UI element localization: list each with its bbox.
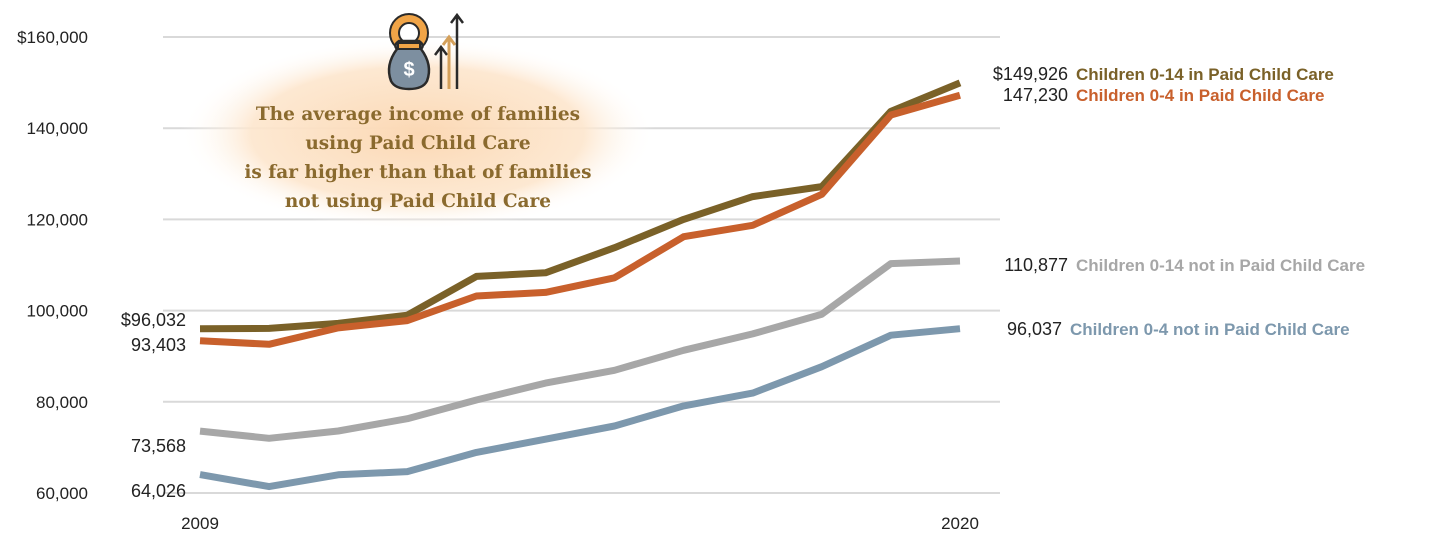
- series-line-3: [199, 257, 961, 442]
- y-tick-label: 80,000: [36, 393, 88, 412]
- y-axis-ticks: $160,000 140,000 120,000 100,000 80,000 60,00…: [17, 28, 88, 503]
- annotation-callout: $ The average income of families using P…: [180, 12, 655, 230]
- x-tick-label: 2020: [941, 514, 979, 533]
- series-end-label: 96,037: [1007, 319, 1062, 339]
- series-end-label: 110,877: [1004, 255, 1068, 275]
- annotation-glow: [180, 38, 655, 230]
- series-end-label: 147,230: [1003, 85, 1068, 105]
- series-line-4: [199, 325, 961, 491]
- y-tick-label: 120,000: [27, 210, 88, 229]
- series-name-label: Children 0-4 not in Paid Child Care: [1070, 320, 1350, 339]
- x-axis-ticks: 2009 2020: [181, 514, 979, 533]
- y-tick-label: 140,000: [27, 119, 88, 138]
- y-tick-label: 60,000: [36, 484, 88, 503]
- annotation-line-1: The average income of families: [256, 104, 580, 125]
- annotation-line-3: is far higher than that of families: [244, 162, 591, 183]
- series-start-label: 93,403: [131, 335, 186, 355]
- data-labels: $96,032 $149,926 Children 0-14 in Paid Chi…: [121, 64, 1365, 501]
- svg-text:$: $: [403, 59, 414, 81]
- series-name-label: Children 0-14 not in Paid Child Care: [1076, 256, 1365, 275]
- series-line-2: [199, 91, 961, 348]
- series-start-label: 64,026: [131, 481, 186, 501]
- series-end-label: $149,926: [993, 64, 1068, 84]
- series-start-label: 73,568: [131, 436, 186, 456]
- series-lines: [199, 79, 962, 491]
- series-name-label: Children 0-14 in Paid Child Care: [1076, 65, 1334, 84]
- y-tick-label: $160,000: [17, 28, 88, 47]
- annotation-line-2: using Paid Child Care: [305, 133, 530, 154]
- money-bag-growth-icon: $: [387, 12, 464, 91]
- series-line-1: [199, 79, 962, 333]
- series-start-label: $96,032: [121, 310, 186, 330]
- series-name-label: Children 0-4 in Paid Child Care: [1076, 86, 1324, 105]
- y-tick-label: 100,000: [27, 302, 88, 321]
- x-tick-label: 2009: [181, 514, 219, 533]
- annotation-line-4: not using Paid Child Care: [285, 191, 551, 212]
